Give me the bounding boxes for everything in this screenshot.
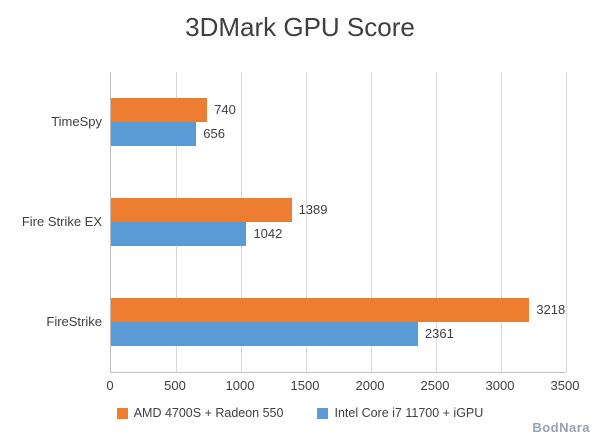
bar-value-label: 2361 (424, 326, 454, 341)
x-tick-label: 1000 (225, 378, 255, 393)
gridline (306, 72, 307, 372)
watermark-logo: BodNara (532, 420, 590, 435)
gridline (436, 72, 437, 372)
bar-value-label: 1389 (298, 202, 328, 217)
x-tick-label: 1500 (290, 378, 320, 393)
category-label: Fire Strike EX (21, 214, 102, 229)
bar (111, 322, 418, 346)
x-tick-label: 3500 (550, 378, 580, 393)
plot-area: 740 1389 3218 656 1042 2361 (110, 72, 567, 373)
bar-value-label: 3218 (536, 302, 566, 317)
x-axis: 0 500 1000 1500 2000 2500 3000 3500 (106, 378, 579, 396)
legend-swatch (317, 407, 329, 419)
bar (111, 122, 197, 146)
legend: AMD 4700S + Radeon 550 Intel Core i7 1170… (0, 406, 600, 420)
category-label: TimeSpy (51, 114, 102, 129)
bar (111, 198, 292, 222)
bar (111, 222, 247, 246)
bar (111, 298, 530, 322)
legend-label: Intel Core i7 11700 + iGPU (334, 406, 484, 420)
legend-label: AMD 4700S + Radeon 550 (133, 406, 284, 420)
x-tick-label: 0 (106, 378, 114, 393)
legend-item: Intel Core i7 11700 + iGPU (317, 406, 483, 420)
x-tick-label: 2500 (420, 378, 450, 393)
bar-value-label: 656 (203, 126, 225, 141)
chart-title: 3DMark GPU Score (185, 12, 415, 42)
legend-item: AMD 4700S + Radeon 550 (116, 406, 284, 420)
x-tick-label: 2000 (355, 378, 385, 393)
category-label: FireStrike (46, 314, 102, 329)
bar (111, 98, 208, 122)
category-axis: TimeSpy Fire Strike EX FireStrike (0, 72, 102, 372)
legend-swatch (116, 407, 128, 419)
gridline (566, 72, 567, 372)
bar-value-label: 740 (214, 102, 236, 117)
gridline (501, 72, 502, 372)
gridline (371, 72, 372, 372)
x-tick-label: 500 (164, 378, 186, 393)
bar-value-label: 1042 (253, 226, 283, 241)
x-tick-label: 3000 (485, 378, 515, 393)
